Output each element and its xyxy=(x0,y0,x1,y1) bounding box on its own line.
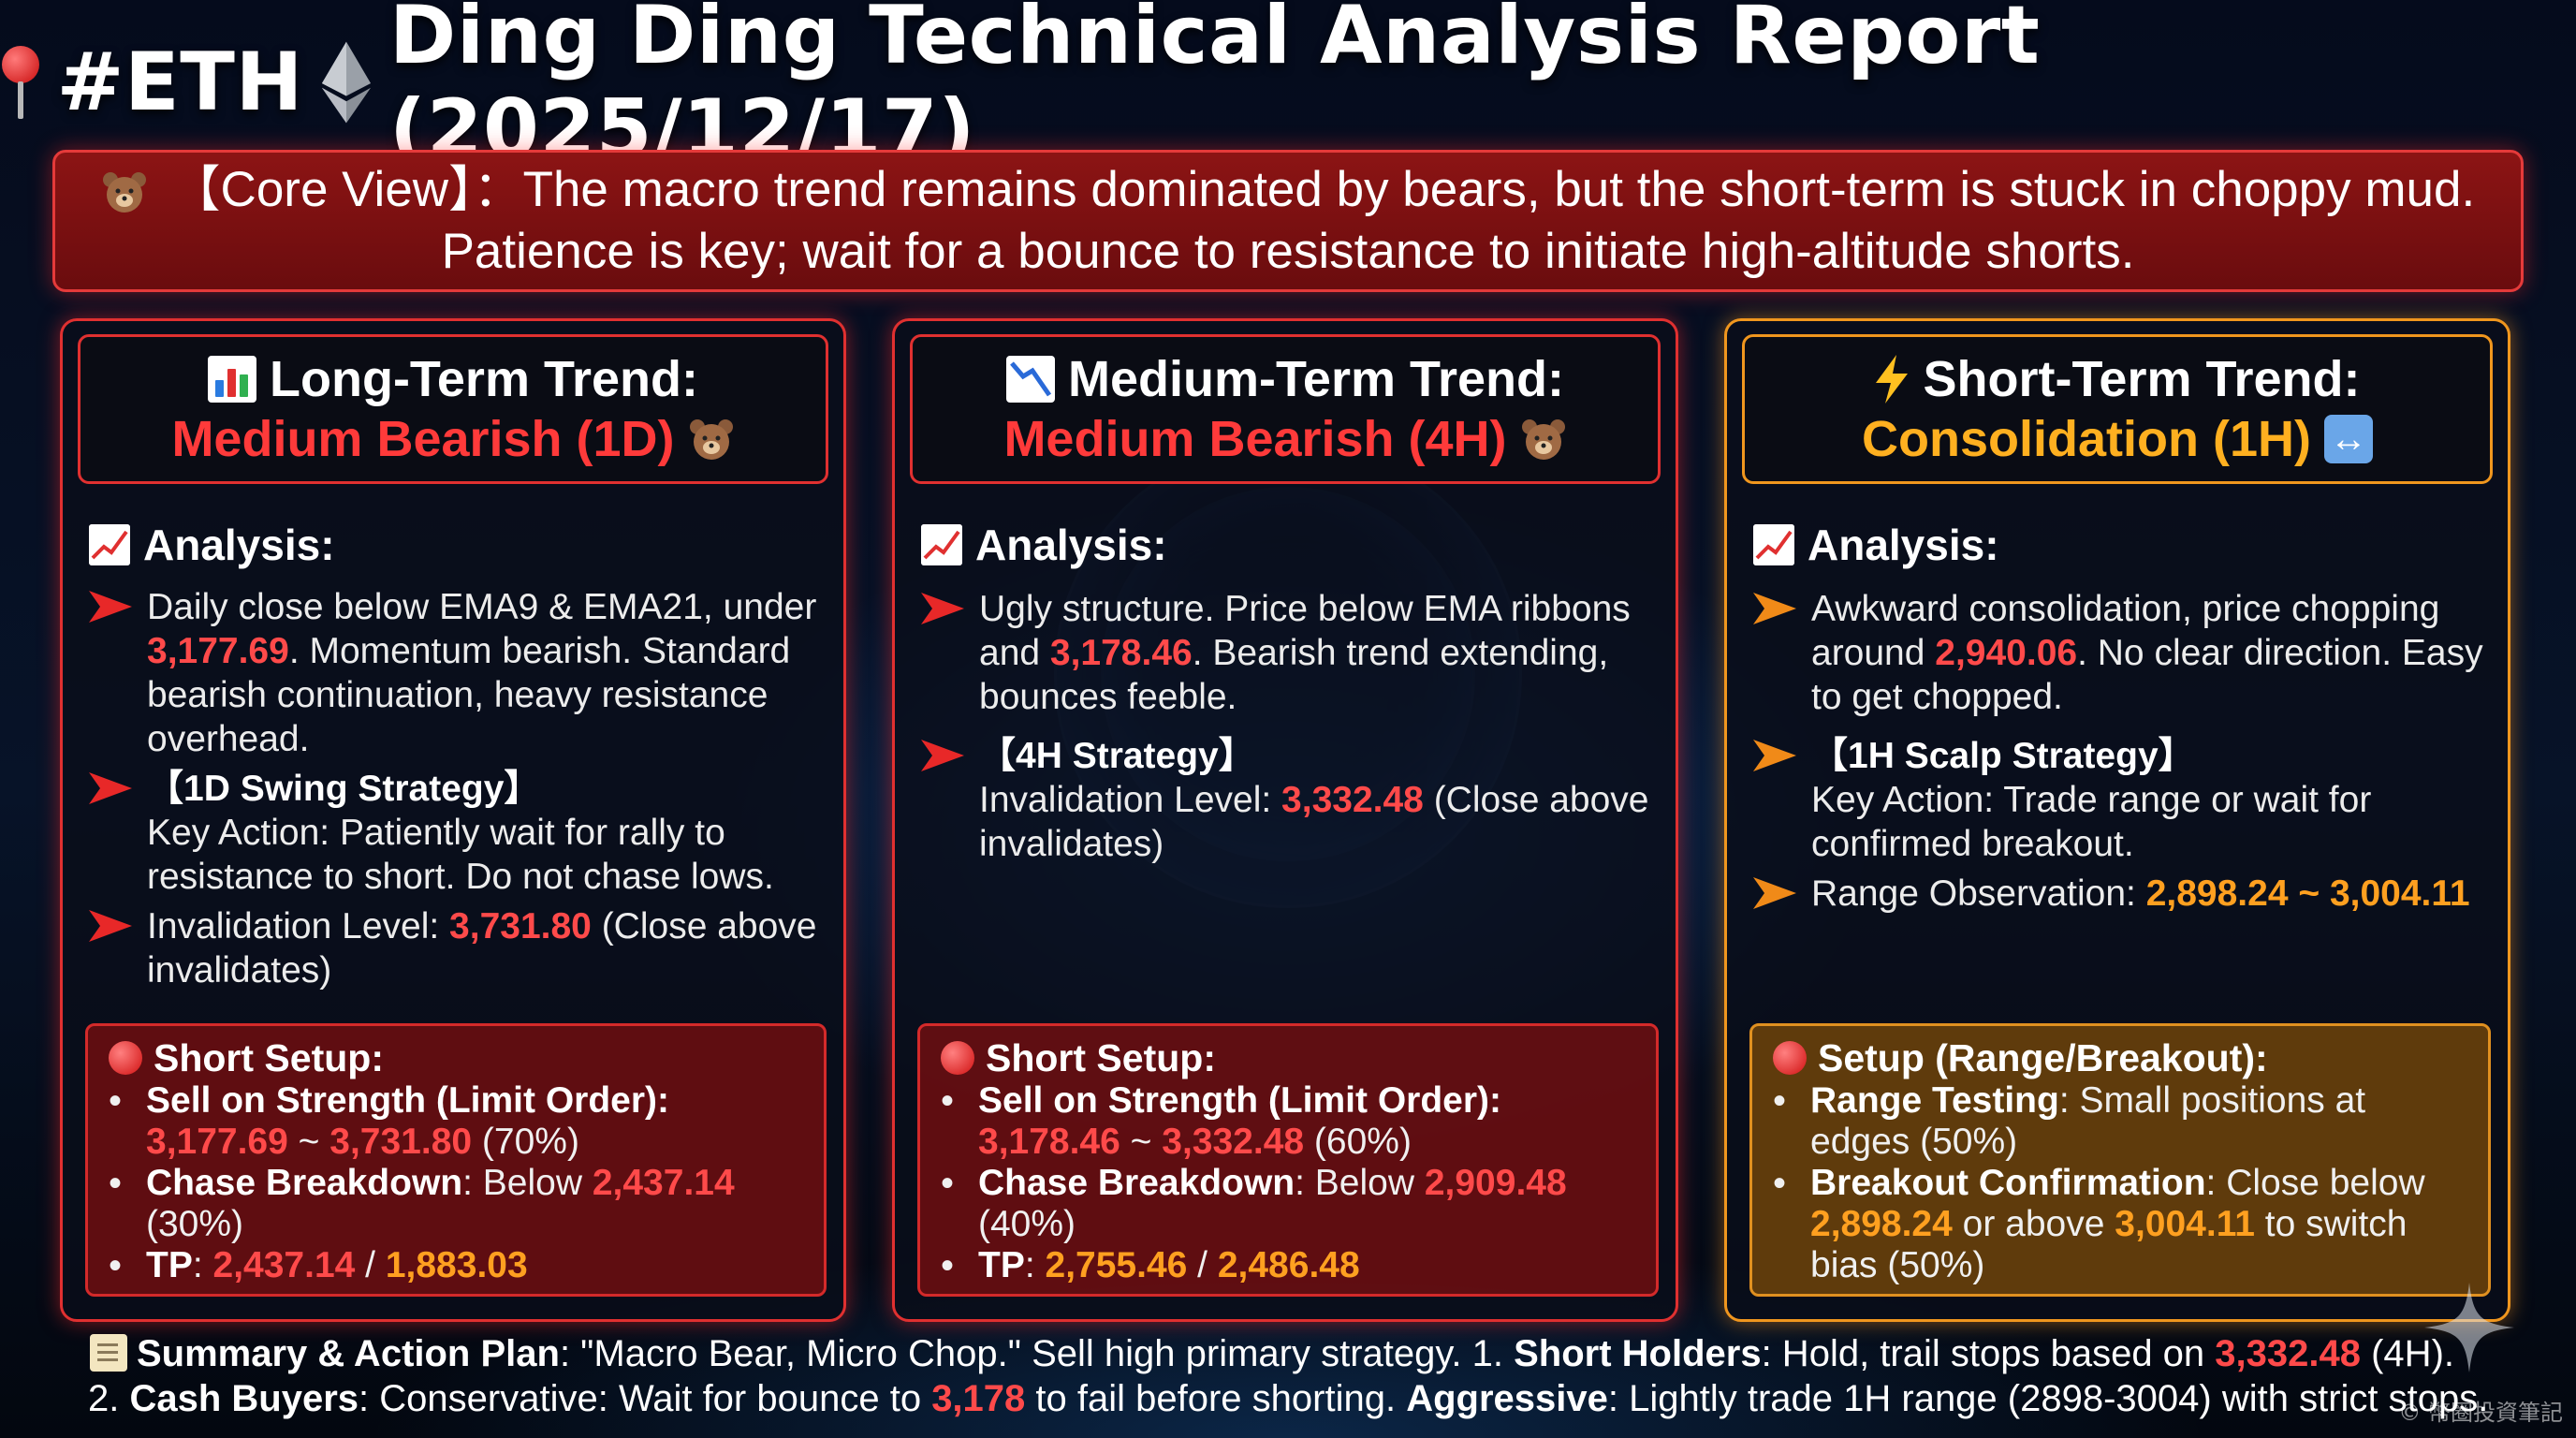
arrow-icon xyxy=(89,908,147,946)
summary-line-1: Summary & Action Plan: "Macro Bear, Micr… xyxy=(90,1331,2524,1376)
short-setup-box: Short Setup: • Sell on Strength (Limit Or… xyxy=(917,1023,1659,1297)
analysis-heading: Analysis: xyxy=(921,520,1167,570)
summary-line-2: 2. Cash Buyers: Conservative: Wait for b… xyxy=(88,1378,2489,1419)
pin-icon xyxy=(0,46,40,119)
bar-chart-icon xyxy=(208,356,256,403)
up-chart-icon xyxy=(921,524,962,565)
analysis-heading: Analysis: xyxy=(1753,520,1999,570)
arrow-icon xyxy=(89,770,147,808)
list-item: • Range Testing: Small positions at edges… xyxy=(1773,1080,2366,1162)
core-view-banner: 【Core View】：The macro trend remains domi… xyxy=(52,150,2524,292)
memo-icon xyxy=(90,1334,127,1372)
list-item: Ugly structure. Price below EMA ribbons … xyxy=(921,587,1661,719)
list-item: Invalidation Level: 3,731.80 (Close abov… xyxy=(89,904,828,992)
page-title: #ETH Ding Ding Technical Analysis Report… xyxy=(0,0,2576,176)
medium-term-status: Medium Bearish (4H) xyxy=(1003,411,1507,467)
core-view-body: ：The macro trend remains dominated by be… xyxy=(441,162,2476,279)
short-setup-box: Short Setup: • Sell on Strength (Limit Or… xyxy=(85,1023,827,1297)
stop-icon xyxy=(1773,1041,1807,1075)
arrow-icon xyxy=(1753,591,1811,628)
stop-icon xyxy=(941,1041,974,1075)
list-item: 【1D Swing Strategy】 Key Action: Patiently… xyxy=(89,767,828,899)
bear-icon xyxy=(102,172,146,213)
watermark: © 幣圈投資筆記 xyxy=(2398,1400,2563,1426)
bear-icon xyxy=(1521,419,1565,460)
arrows-icon: ↔ xyxy=(2323,415,2373,463)
eth-icon xyxy=(321,41,371,124)
core-view-text: 【Core View】：The macro trend remains domi… xyxy=(93,159,2483,283)
long-term-status: Medium Bearish (1D) xyxy=(171,411,675,467)
list-item: Daily close below EMA9 & EMA21, under 3,… xyxy=(89,585,828,761)
analysis-list: Daily close below EMA9 & EMA21, under 3,… xyxy=(89,585,828,998)
summary-section: Summary & Action Plan: "Macro Bear, Micr… xyxy=(88,1331,2524,1421)
list-item: • Chase Breakdown: Below 2,909.48 (40%) xyxy=(941,1163,1567,1244)
bolt-icon xyxy=(1876,355,1909,404)
down-chart-icon xyxy=(1005,356,1055,403)
stop-icon xyxy=(109,1041,142,1075)
bear-icon xyxy=(689,419,733,460)
long-term-header: Long-Term Trend: Medium Bearish (1D) xyxy=(78,334,828,484)
list-item: 【1H Scalp Strategy】 Key Action: Trade ran… xyxy=(1753,734,2493,866)
list-item: • TP: 2,437.14 / 1,883.03 xyxy=(109,1245,528,1286)
list-item: Range Observation: 2,898.24 ~ 3,004.11 xyxy=(1753,872,2493,916)
long-term-panel: Long-Term Trend: Medium Bearish (1D) Ana… xyxy=(60,318,846,1322)
short-term-status: Consolidation (1H) xyxy=(1862,411,2311,467)
list-item: • Sell on Strength (Limit Order): 3,178.4… xyxy=(941,1080,1502,1162)
list-item: 【4H Strategy】 Invalidation Level: 3,332.4… xyxy=(921,734,1661,866)
up-chart-icon xyxy=(89,524,130,565)
arrow-icon xyxy=(921,591,979,628)
arrow-icon xyxy=(1753,738,1811,775)
arrow-icon xyxy=(1753,875,1811,913)
list-item: Awkward consolidation, price chopping ar… xyxy=(1753,587,2493,719)
range-setup-box: Setup (Range/Breakout): • Range Testing: … xyxy=(1749,1023,2491,1297)
sparkle-icon xyxy=(2424,1283,2514,1372)
short-term-header: Short-Term Trend: Consolidation (1H) ↔ xyxy=(1742,334,2493,484)
analysis-list: Ugly structure. Price below EMA ribbons … xyxy=(921,587,1661,872)
analysis-list: Awkward consolidation, price chopping ar… xyxy=(1753,587,2493,921)
long-term-title: Long-Term Trend: xyxy=(270,351,698,407)
medium-term-header: Medium-Term Trend: Medium Bearish (4H) xyxy=(910,334,1661,484)
short-term-panel: Short-Term Trend: Consolidation (1H) ↔ A… xyxy=(1724,318,2510,1322)
analysis-heading: Analysis: xyxy=(89,520,335,570)
medium-term-title: Medium-Term Trend: xyxy=(1067,351,1565,407)
list-item: • Sell on Strength (Limit Order): 3,177.6… xyxy=(109,1080,670,1162)
short-term-title: Short-Term Trend: xyxy=(1923,351,2361,407)
medium-term-panel: Medium-Term Trend: Medium Bearish (4H) A… xyxy=(892,318,1678,1322)
list-item: • Breakout Confirmation: Close below 2,89… xyxy=(1773,1163,2425,1285)
arrow-icon xyxy=(89,589,147,626)
list-item: • Chase Breakdown: Below 2,437.14 (30%) xyxy=(109,1163,735,1244)
title-prefix: #ETH xyxy=(56,36,303,129)
list-item: • TP: 2,755.46 / 2,486.48 xyxy=(941,1245,1360,1286)
arrow-icon xyxy=(921,738,979,775)
title-main: Ding Ding Technical Analysis Report (202… xyxy=(388,0,2041,176)
up-chart-icon xyxy=(1753,524,1794,565)
core-view-label: 【Core View】 xyxy=(170,162,474,217)
